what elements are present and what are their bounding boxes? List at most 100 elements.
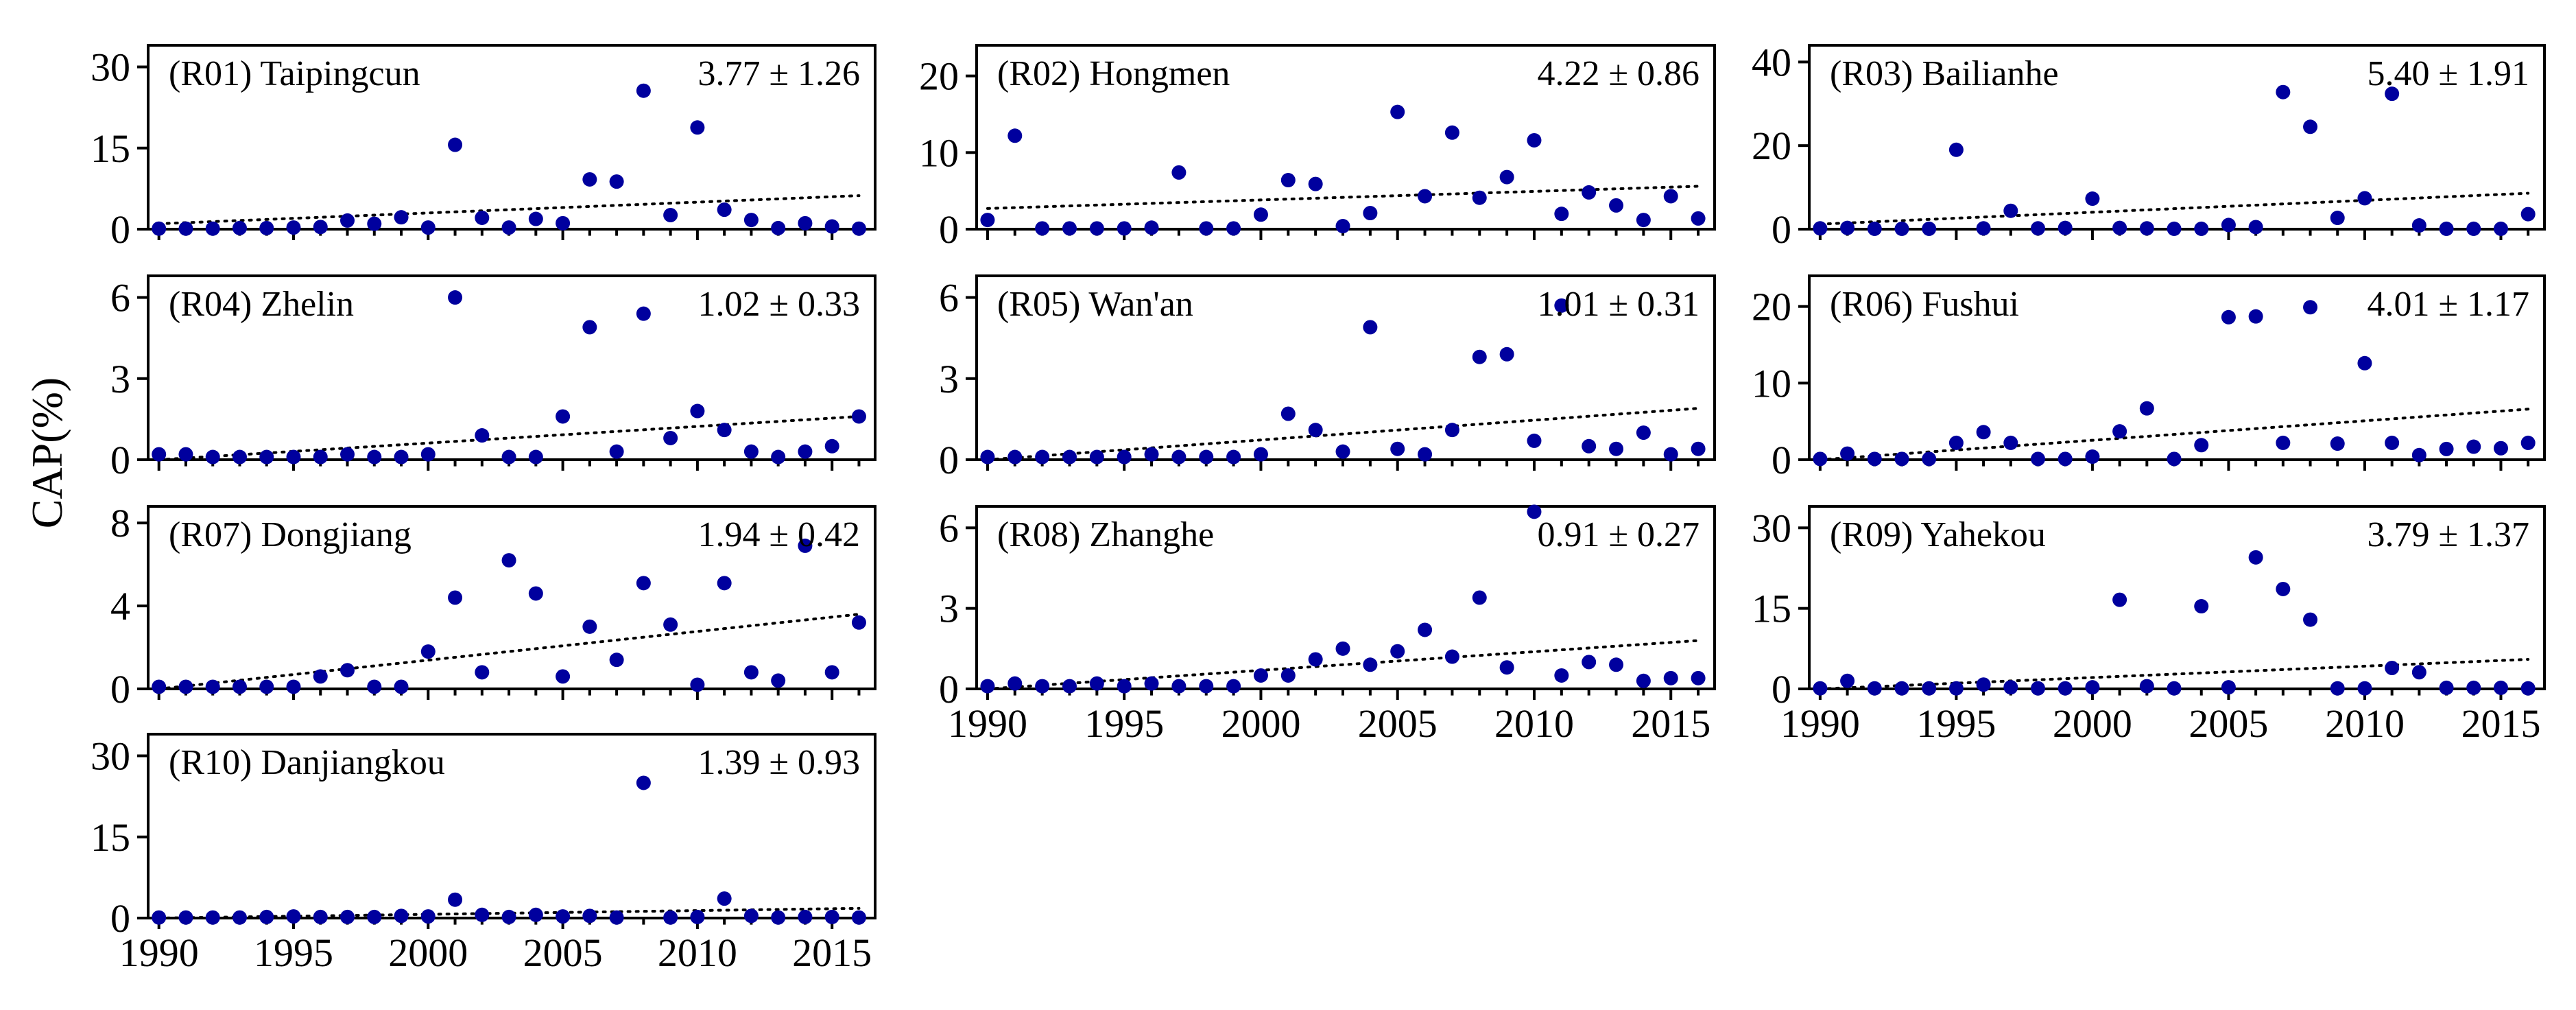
data-point bbox=[1948, 681, 1964, 696]
data-point bbox=[2221, 309, 2236, 325]
data-point bbox=[851, 910, 866, 925]
trend-line bbox=[157, 414, 861, 461]
data-point bbox=[717, 891, 732, 906]
panel-title: (R09) Yahekou bbox=[1830, 515, 2046, 554]
data-point bbox=[1527, 132, 1542, 148]
data-point bbox=[1813, 681, 1828, 696]
data-point bbox=[2139, 401, 2154, 416]
data-point bbox=[1976, 221, 1991, 236]
data-point bbox=[2085, 680, 2100, 695]
x-tick-label: 2010 bbox=[658, 930, 737, 975]
data-point bbox=[1922, 681, 1937, 696]
data-point bbox=[851, 409, 866, 424]
panel-r06: 0 10 20 (R06) Fushui 4.01 ± 1.17 bbox=[1752, 274, 2546, 482]
data-point bbox=[2031, 221, 2046, 236]
data-point bbox=[1117, 221, 1132, 236]
data-point bbox=[2303, 612, 2318, 627]
data-point bbox=[1472, 590, 1487, 605]
data-point bbox=[232, 910, 247, 925]
trend-line bbox=[1818, 657, 2530, 690]
data-point bbox=[2194, 599, 2209, 614]
trend-line bbox=[1818, 408, 2530, 461]
data-point bbox=[1554, 298, 1569, 313]
data-point bbox=[636, 306, 651, 321]
data-point bbox=[1444, 649, 1459, 664]
panel-r10: 1990 1995 2000 2005 2010 2015 0 15 30 (R10) Danji… bbox=[91, 733, 876, 975]
data-point bbox=[1636, 425, 1651, 441]
data-point bbox=[743, 213, 759, 228]
data-point bbox=[1663, 447, 1678, 462]
data-point bbox=[1444, 125, 1459, 140]
data-point bbox=[798, 444, 813, 459]
data-point bbox=[340, 447, 355, 462]
data-point bbox=[367, 216, 382, 231]
data-point bbox=[1171, 165, 1186, 180]
data-point bbox=[1840, 446, 1855, 461]
data-point bbox=[1226, 449, 1241, 465]
data-point bbox=[367, 909, 382, 924]
data-point bbox=[448, 290, 463, 305]
data-point bbox=[2112, 592, 2127, 607]
data-point bbox=[475, 907, 490, 922]
data-point bbox=[1922, 221, 1937, 236]
y-tick-label: 30 bbox=[1752, 506, 1791, 550]
data-point bbox=[1948, 142, 1964, 157]
data-point bbox=[1582, 655, 1597, 670]
data-point bbox=[1035, 221, 1050, 236]
data-point bbox=[1280, 406, 1296, 421]
x-tick-label: 2005 bbox=[1358, 701, 1438, 746]
data-point bbox=[1691, 211, 1706, 226]
data-point bbox=[582, 619, 597, 634]
data-point bbox=[2003, 203, 2018, 218]
data-point bbox=[1253, 447, 1268, 462]
data-point bbox=[1062, 449, 1077, 465]
data-point bbox=[1171, 449, 1186, 465]
y-tick-label: 20 bbox=[1752, 124, 1791, 168]
data-point bbox=[232, 449, 247, 465]
data-point bbox=[340, 909, 355, 924]
data-point bbox=[1089, 221, 1104, 236]
data-point bbox=[556, 215, 571, 231]
data-point bbox=[286, 679, 301, 694]
data-point bbox=[286, 220, 301, 235]
data-point bbox=[1199, 679, 1214, 694]
panel-r05: 0 3 6 (R05) Wan'an 1.01 ± 0.31 bbox=[939, 274, 1716, 482]
data-point bbox=[1007, 128, 1023, 143]
data-point bbox=[556, 409, 571, 424]
data-point bbox=[743, 444, 759, 459]
data-point bbox=[1035, 679, 1050, 694]
data-point bbox=[980, 449, 995, 465]
y-tick-label: 4 bbox=[110, 584, 130, 629]
data-point bbox=[259, 220, 274, 235]
panel-stat: 1.94 ± 0.42 bbox=[697, 515, 860, 554]
data-point bbox=[663, 910, 678, 925]
data-point bbox=[1335, 444, 1350, 459]
y-tick-label: 8 bbox=[110, 501, 130, 545]
y-tick-label: 0 bbox=[1772, 667, 1791, 712]
data-point bbox=[394, 908, 409, 924]
y-tick-label: 6 bbox=[939, 506, 959, 550]
data-point bbox=[475, 210, 490, 225]
data-point bbox=[501, 449, 516, 465]
data-point bbox=[771, 220, 786, 235]
data-point bbox=[2330, 681, 2345, 696]
data-point bbox=[1894, 221, 1909, 236]
data-point bbox=[1554, 207, 1569, 222]
x-tick-label: 2000 bbox=[1221, 701, 1300, 746]
data-point bbox=[1867, 681, 1882, 696]
data-point bbox=[152, 679, 167, 694]
data-point bbox=[609, 910, 624, 925]
data-point bbox=[232, 220, 247, 235]
data-point bbox=[1840, 673, 1855, 688]
data-point bbox=[1089, 676, 1104, 691]
panel-stat: 1.39 ± 0.93 bbox=[697, 743, 860, 782]
panel-title: (R06) Fushui bbox=[1830, 285, 2019, 324]
data-point bbox=[340, 213, 355, 228]
trend-line bbox=[986, 639, 1700, 690]
data-point bbox=[1609, 441, 1624, 456]
data-point bbox=[2058, 220, 2073, 235]
x-tick-label: 2010 bbox=[1494, 701, 1574, 746]
y-tick-label: 15 bbox=[91, 126, 130, 171]
data-point bbox=[1280, 668, 1296, 683]
